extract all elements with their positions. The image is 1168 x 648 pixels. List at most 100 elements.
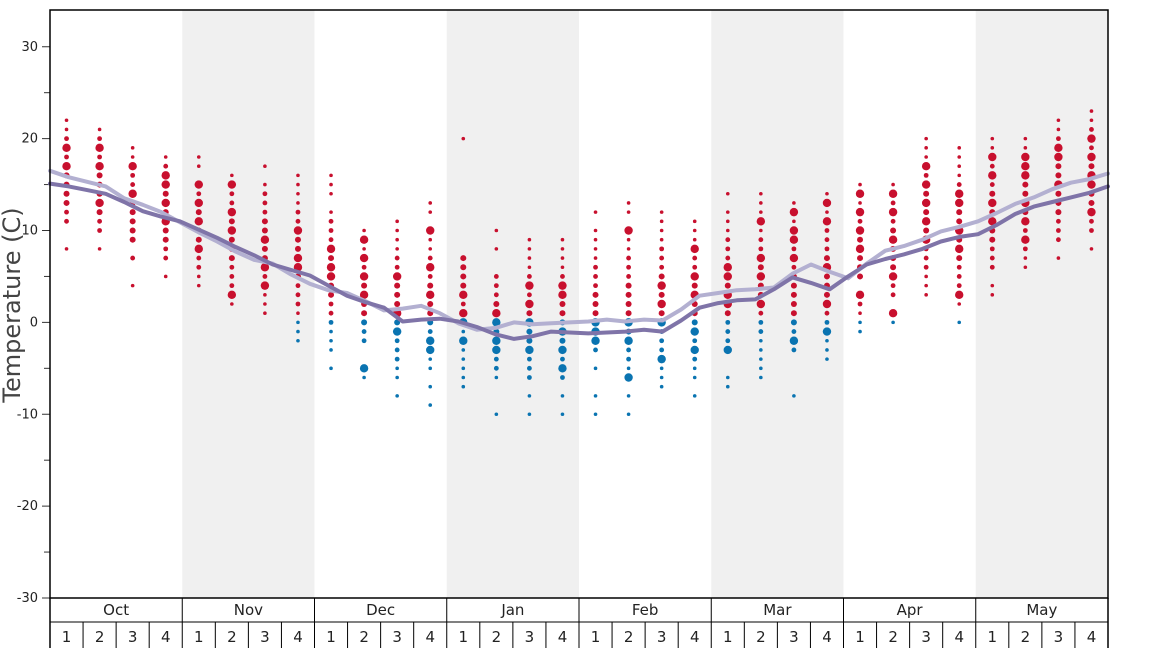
week-label: 3	[392, 628, 402, 646]
temp-dot	[1023, 256, 1028, 260]
temp-dot	[956, 264, 962, 270]
temp-dot	[394, 291, 401, 298]
temp-dot	[659, 246, 665, 252]
temp-dot	[857, 218, 863, 224]
temp-dot	[855, 244, 865, 254]
temp-dot	[923, 264, 929, 270]
temp-dot	[527, 375, 532, 380]
temp-dot	[461, 348, 466, 352]
temp-dot	[1054, 152, 1063, 162]
temp-dot	[955, 244, 964, 254]
temp-dot	[163, 155, 168, 159]
temp-dot	[163, 274, 168, 279]
temp-dot	[362, 375, 366, 380]
temp-dot	[1055, 190, 1062, 197]
temp-dot	[194, 180, 203, 189]
temp-dot	[428, 237, 433, 242]
temp-dot	[990, 146, 995, 150]
temp-dot	[725, 319, 731, 325]
temp-dot	[1022, 228, 1028, 233]
temp-dot	[461, 384, 466, 389]
temp-dot	[97, 154, 102, 160]
temp-dot	[1087, 180, 1096, 189]
temp-dot	[857, 301, 863, 307]
temp-dot	[361, 310, 368, 317]
temp-dot	[956, 182, 962, 187]
temp-dot	[725, 255, 731, 261]
temp-dot	[395, 366, 399, 371]
temp-dot	[593, 394, 598, 398]
temp-dot	[659, 264, 665, 270]
temp-dot	[858, 182, 862, 187]
temp-dot	[626, 210, 631, 214]
temp-dot	[855, 207, 865, 217]
temp-dot	[329, 173, 333, 178]
temp-dot	[790, 301, 797, 307]
temp-dot	[392, 272, 402, 281]
temp-dot	[1089, 127, 1094, 132]
temp-dot	[161, 198, 170, 208]
temp-dot	[130, 255, 136, 261]
temp-dot	[988, 217, 997, 226]
temp-dot	[759, 338, 763, 343]
temp-dot	[956, 218, 963, 225]
temp-dot	[624, 336, 633, 345]
temp-dot	[725, 375, 730, 380]
temp-dot	[293, 253, 303, 263]
y-axis-title: Temperature (C)	[0, 207, 26, 403]
temp-dot	[659, 384, 664, 389]
temp-dot	[789, 336, 799, 345]
month-shading-bands	[182, 10, 1108, 598]
temp-dot	[658, 310, 665, 317]
temp-dot	[227, 226, 237, 235]
temp-dot	[725, 219, 730, 224]
temp-dot	[824, 237, 830, 243]
temp-dot	[790, 291, 797, 298]
x-axis-months-weeks: Oct 1 2 3 4 Nov 1 2 3 4 Dec 1 2 3 4 Jan 1 2 3 4 Feb 1 2 3 4 Mar 1 2…	[49, 598, 1109, 648]
temp-dot	[558, 345, 567, 355]
temp-dot	[790, 310, 797, 317]
temp-dot	[626, 237, 631, 242]
temp-dot	[428, 357, 433, 361]
week-label: 1	[988, 628, 998, 646]
temp-dot	[329, 348, 333, 352]
temp-dot	[129, 209, 136, 216]
temp-dot	[659, 228, 664, 233]
temp-dot	[95, 198, 104, 208]
temp-dot	[890, 292, 896, 298]
shade-band-jan	[446, 10, 579, 598]
temp-dot	[626, 264, 631, 270]
temp-dot	[690, 345, 699, 355]
temp-dot	[858, 311, 862, 315]
temp-dot	[989, 236, 996, 243]
temp-dot	[691, 282, 698, 289]
temp-dot	[228, 255, 235, 262]
temp-dot	[658, 273, 665, 280]
temp-dot	[626, 274, 631, 279]
temp-dot	[260, 281, 270, 290]
temp-dot	[1088, 199, 1095, 206]
week-label: 3	[525, 628, 535, 646]
temp-dot	[890, 200, 896, 206]
temp-dot	[890, 227, 897, 234]
temp-dot	[361, 282, 368, 289]
week-label: 4	[425, 628, 435, 646]
temp-dot	[558, 281, 567, 290]
temp-dot	[196, 283, 201, 288]
temp-dot	[329, 191, 333, 196]
temp-dot	[789, 235, 799, 244]
temp-dot	[227, 207, 237, 217]
temp-dot	[63, 190, 70, 197]
temp-dot	[923, 227, 930, 234]
temp-dot	[461, 366, 466, 371]
shade-band-nov	[182, 10, 315, 598]
week-label: 1	[326, 628, 336, 646]
temp-dot	[891, 182, 895, 187]
temp-dot	[263, 311, 267, 315]
temp-dot	[493, 365, 499, 371]
temp-dot	[1089, 109, 1094, 113]
temp-dot	[395, 228, 399, 233]
temp-dot	[855, 226, 865, 235]
temp-dot	[725, 384, 730, 389]
temp-dot	[227, 180, 237, 189]
